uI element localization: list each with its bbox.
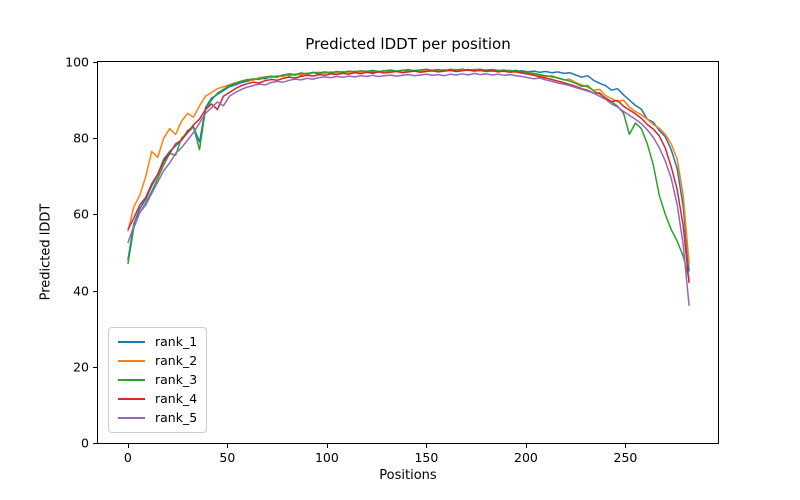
x-tick-mark [127, 444, 129, 448]
line-rank_3 [127, 68, 690, 280]
legend-line-sample [118, 360, 145, 362]
y-tick-label: 60 [73, 206, 89, 222]
x-tick-label: 50 [219, 450, 236, 465]
legend-label: rank_4 [155, 391, 198, 406]
y-tick-label: 20 [73, 359, 89, 375]
x-tick-label: 150 [414, 450, 439, 465]
legend-line-sample [118, 398, 145, 400]
legend-item-rank_5: rank_5 [118, 411, 197, 425]
legend-item-rank_3: rank_3 [118, 373, 197, 387]
x-tick-label: 0 [123, 450, 132, 465]
legend-line-sample [118, 417, 145, 419]
chart-title: Predicted lDDT per position [305, 35, 511, 53]
x-tick-mark [326, 444, 328, 448]
x-axis-label: Positions [379, 468, 437, 483]
x-tick-mark [426, 444, 428, 448]
legend-label: rank_1 [155, 334, 198, 349]
legend-label: rank_5 [155, 410, 198, 425]
line-rank_4 [127, 69, 690, 284]
x-tick-mark [227, 444, 229, 448]
legend-label: rank_2 [155, 353, 198, 368]
y-tick-label: 40 [73, 283, 89, 299]
y-tick-mark [93, 290, 97, 292]
y-tick-mark [93, 62, 97, 63]
y-tick-mark [93, 366, 97, 368]
plot-area: rank_1 rank_2 rank_3 rank_4 rank_5 [97, 61, 719, 444]
x-tick-mark [625, 444, 627, 448]
legend-item-rank_4: rank_4 [118, 392, 197, 406]
y-tick-label: 100 [65, 54, 89, 70]
y-tick-mark [93, 214, 97, 216]
line-rank_5 [127, 72, 690, 306]
legend: rank_1 rank_2 rank_3 rank_4 rank_5 [108, 327, 208, 433]
y-tick-mark [93, 138, 97, 140]
y-axis-label: Predicted lDDT [38, 203, 54, 301]
y-tick-label: 0 [81, 435, 89, 451]
x-tick-label: 200 [513, 450, 538, 465]
plot-lines [127, 68, 690, 306]
legend-item-rank_1: rank_1 [118, 335, 197, 349]
legend-item-rank_2: rank_2 [118, 354, 197, 368]
x-tick-label: 100 [314, 450, 339, 465]
legend-label: rank_3 [155, 372, 198, 387]
x-tick-label: 250 [613, 450, 638, 465]
legend-line-sample [118, 379, 145, 381]
y-tick-label: 80 [73, 130, 89, 146]
x-tick-mark [525, 444, 527, 448]
legend-line-sample [118, 341, 145, 343]
y-tick-mark [93, 443, 97, 444]
